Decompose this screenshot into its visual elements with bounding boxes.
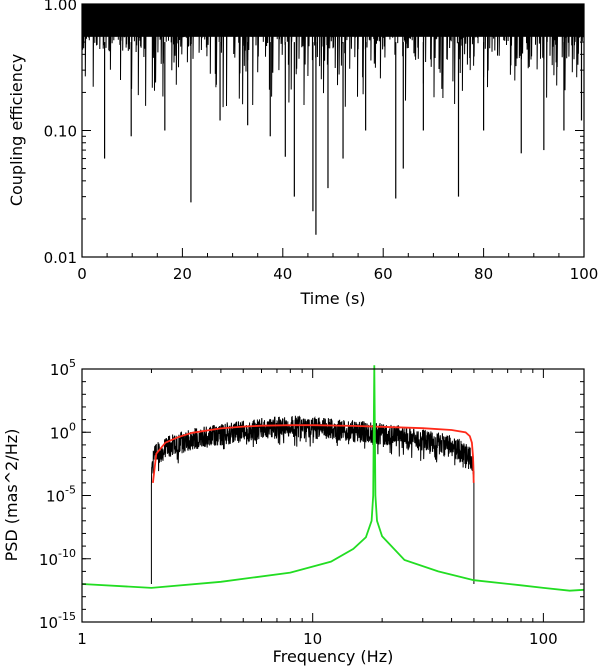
psd-x-tick-label-1: 10 — [303, 630, 322, 648]
coupling-efficiency-chart: 0 20 40 60 80 100 0.01 0.10 1.00 Time (s) Coupli… — [7, 0, 598, 308]
coupling-efficiency-trace — [81, 3, 585, 108]
psd-x-axis-title: Frequency (Hz) — [273, 647, 394, 666]
vibration-line-curve — [81, 365, 585, 592]
psd-y-tick-label-3: 100 — [50, 420, 76, 442]
psd-y-tick-label-1: 10-10 — [39, 547, 76, 569]
x-tick-label-2: 40 — [273, 265, 292, 283]
coupling-efficiency-y-axis-title: Coupling efficiency — [7, 54, 26, 206]
model-psd-curve — [152, 424, 475, 484]
y-tick-label-1: 0.10 — [44, 123, 77, 141]
psd-y-tick-label-2: 10-5 — [46, 484, 76, 506]
psd-plot-area — [81, 365, 585, 592]
psd-x-tick-label-2: 100 — [529, 630, 558, 648]
psd-x-tick-label-0: 1 — [77, 630, 87, 648]
y-tick-label-2: 1.00 — [44, 0, 77, 14]
x-tick-label-5: 100 — [570, 265, 599, 283]
x-tick-label-4: 80 — [474, 265, 493, 283]
psd-axes: 1 10 100 10-15 10-10 10-5 100 105 — [39, 357, 584, 648]
measured-psd-trace — [150, 415, 475, 584]
psd-chart: 1 10 100 10-15 10-10 10-5 100 105 Frequency (Hz… — [2, 357, 585, 666]
x-tick-label-3: 60 — [374, 265, 393, 283]
x-tick-label-1: 20 — [173, 265, 192, 283]
psd-y-axis-title: PSD (mas^2/Hz) — [2, 429, 21, 562]
psd-y-tick-label-4: 105 — [50, 357, 76, 379]
y-tick-label-0: 0.01 — [44, 249, 77, 267]
x-tick-label-0: 0 — [77, 265, 87, 283]
coupling-efficiency-plot-area — [81, 3, 585, 235]
coupling-efficiency-axes: 0 20 40 60 80 100 0.01 0.10 1.00 — [44, 0, 599, 283]
psd-y-tick-label-0: 10-15 — [39, 610, 76, 632]
coupling-efficiency-x-axis-title: Time (s) — [299, 289, 365, 308]
